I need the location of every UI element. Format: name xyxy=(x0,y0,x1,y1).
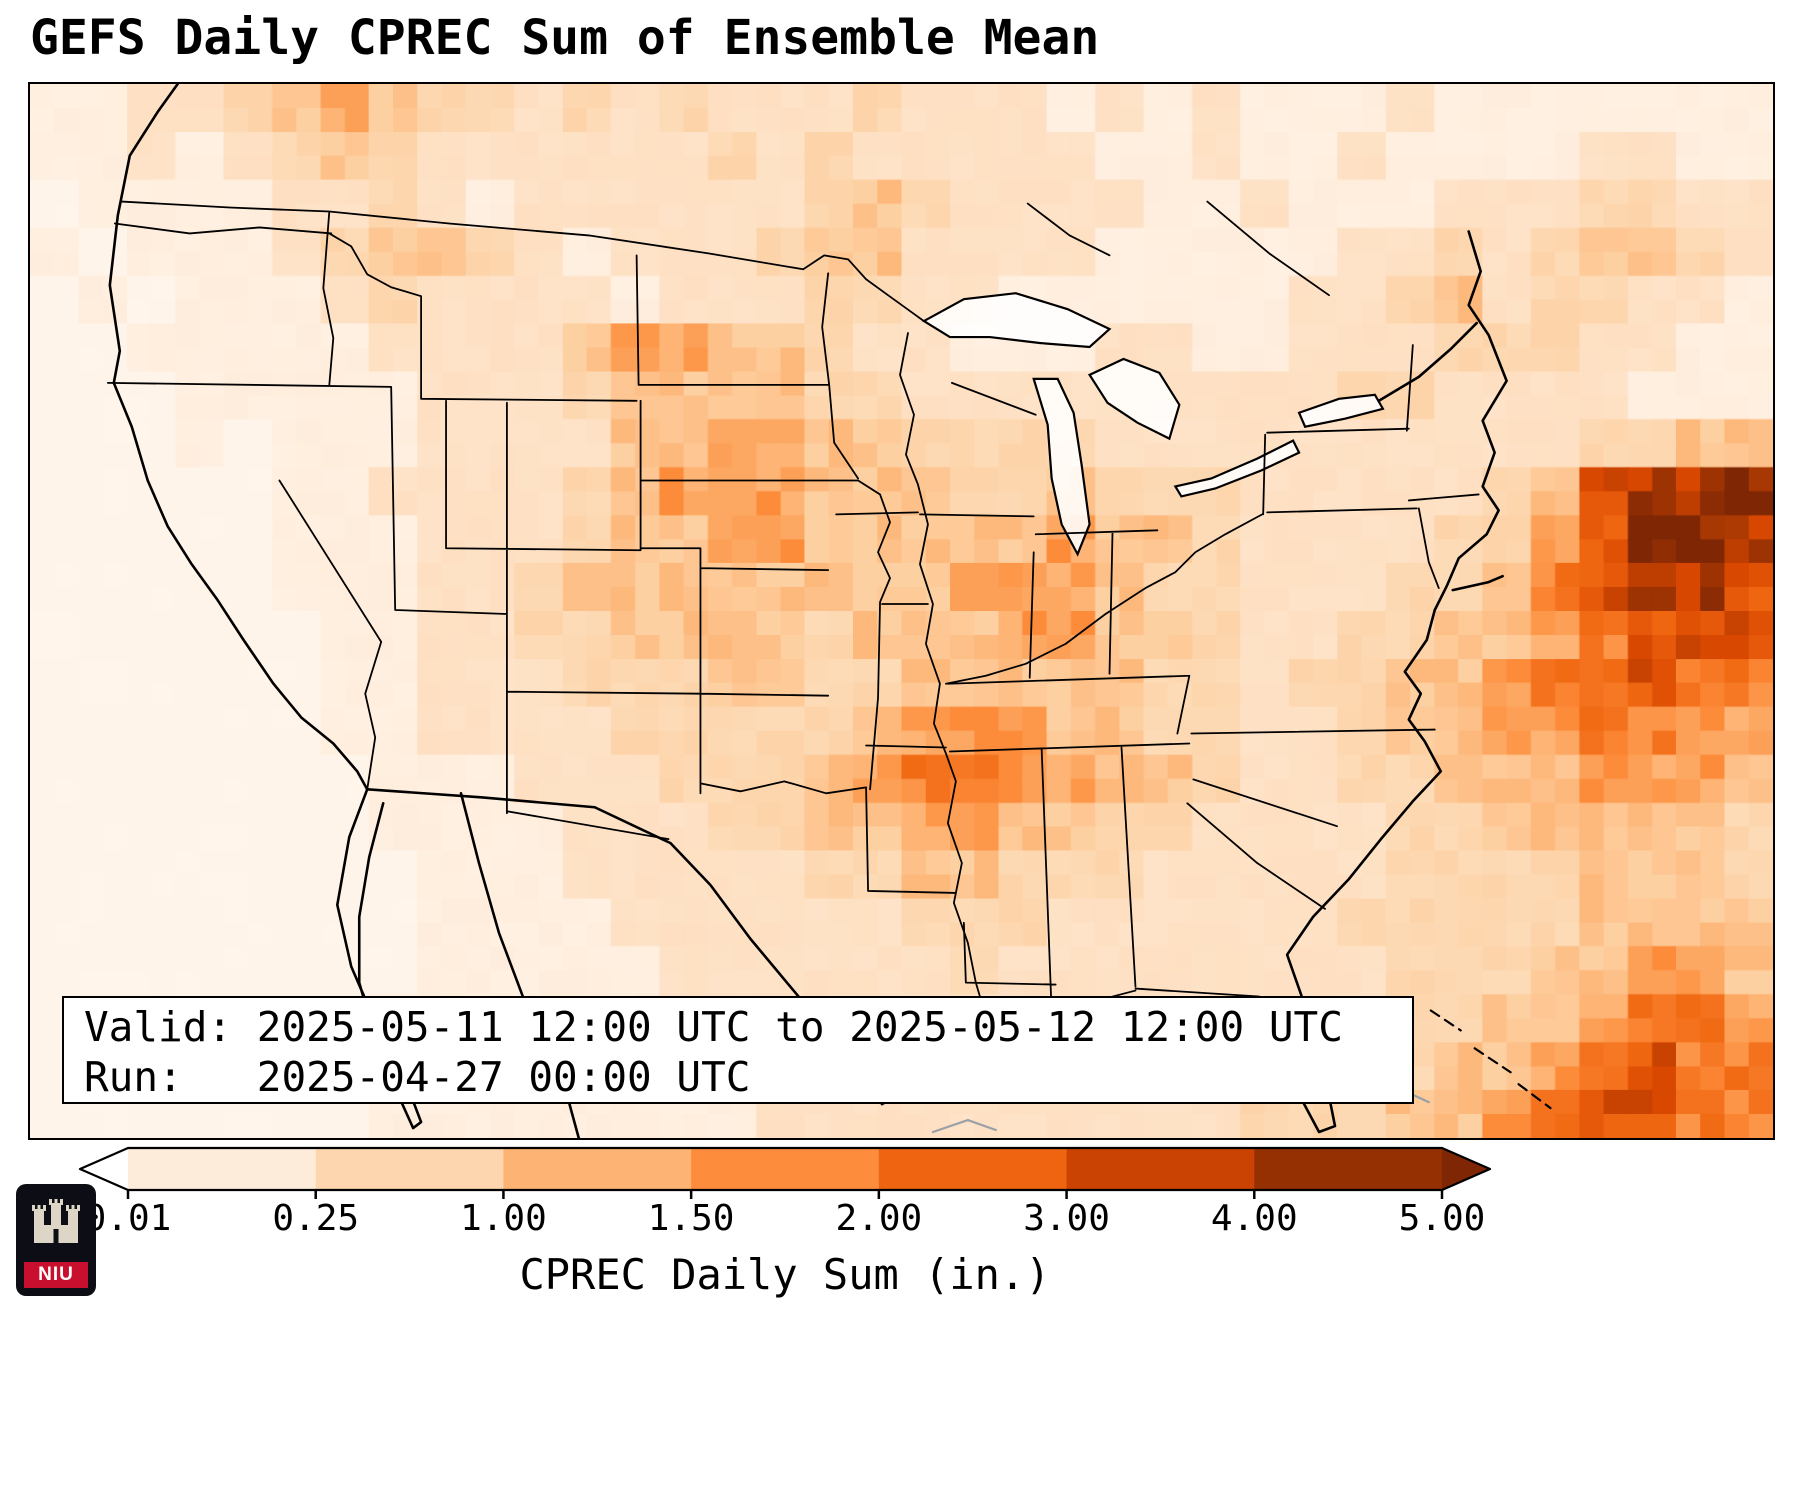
dashed-island-paths xyxy=(1429,1009,1552,1110)
colorbar-tick-2: 1.00 xyxy=(460,1198,547,1239)
colorbar xyxy=(28,1146,1775,1206)
state-border-paths xyxy=(106,200,1480,1018)
niu-logo: NIU xyxy=(16,1184,96,1296)
precip-map: Valid: 2025-05-11 12:00 UTC to 2025-05-1… xyxy=(28,82,1775,1140)
run-time-text: Run: 2025-04-27 00:00 UTC xyxy=(84,1053,751,1101)
colorbar-tick-6: 4.00 xyxy=(1210,1198,1298,1239)
precip-heatmap-canvas xyxy=(30,84,1773,1138)
great-lakes-shapes xyxy=(921,292,1385,557)
colorbar-svg xyxy=(78,1146,1492,1199)
colorbar-tick-7: 5.00 xyxy=(1398,1198,1486,1239)
forecast-info-box: Valid: 2025-05-11 12:00 UTC to 2025-05-1… xyxy=(62,996,1414,1104)
castle-icon xyxy=(16,1184,96,1262)
colorbar-tick-0: 0.01 xyxy=(84,1198,172,1239)
coastline-paths xyxy=(108,84,1508,1138)
niu-logo-text: NIU xyxy=(24,1262,88,1288)
page-title: GEFS Daily CPREC Sum of Ensemble Mean xyxy=(30,10,1100,66)
colorbar-tick-1: 0.25 xyxy=(272,1198,360,1239)
valid-time-text: Valid: 2025-05-11 12:00 UTC to 2025-05-1… xyxy=(84,1003,1343,1051)
colorbar-tick-4: 2.00 xyxy=(835,1198,923,1239)
colorbar-axis-label: CPREC Daily Sum (in.) xyxy=(519,1250,1051,1299)
map-borders-overlay xyxy=(106,84,1552,1138)
colorbar-tick-5: 3.00 xyxy=(1023,1198,1110,1239)
colorbar-tick-3: 1.50 xyxy=(647,1198,735,1239)
